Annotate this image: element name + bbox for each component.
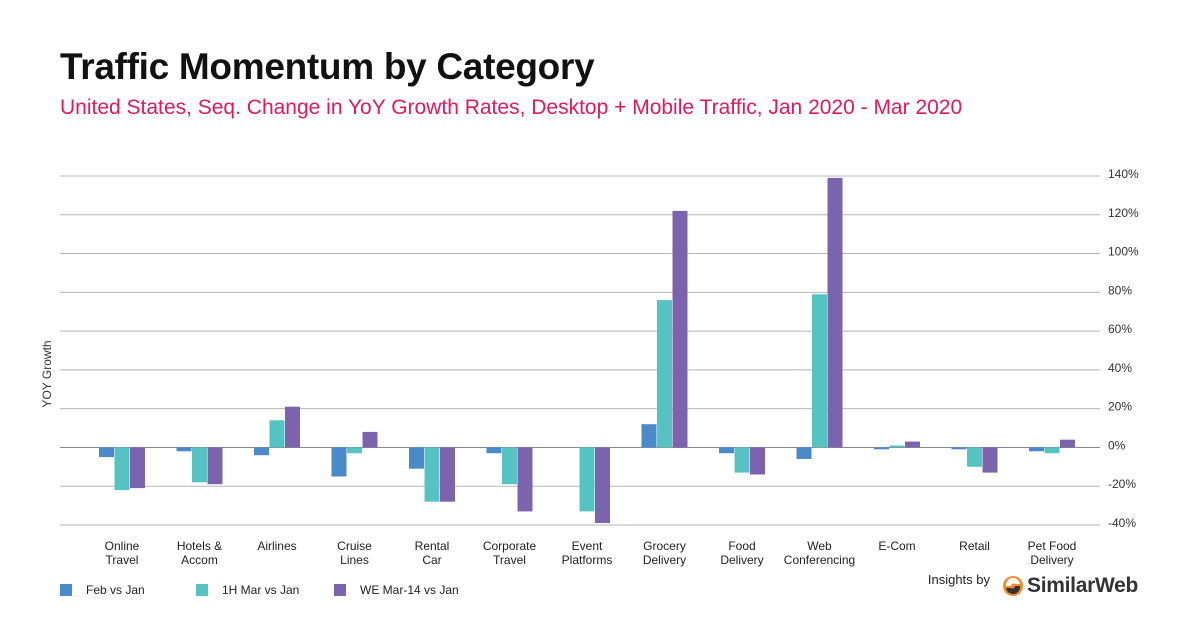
- x-category-label: Delivery: [720, 553, 763, 567]
- bar-4-series-2: [440, 447, 455, 502]
- y-tick-label: 20%: [1108, 400, 1132, 414]
- bar-2-series-0: [254, 447, 269, 456]
- x-category-label: Travel: [493, 553, 526, 567]
- bar-5-series-2: [517, 447, 533, 512]
- x-category-label: Pet Food: [1028, 539, 1077, 553]
- x-category-label: Rental: [415, 539, 450, 553]
- bar-0-series-2: [130, 447, 145, 489]
- bar-9-series-0: [796, 447, 812, 459]
- bar-8-series-0: [719, 447, 734, 454]
- bar-12-series-1: [1044, 447, 1060, 454]
- brand-attribution: Insights by SimilarWeb: [927, 571, 1138, 598]
- y-axis-ticks: 140% 120% 100% 80% 60% 40% 20% 0% -20% -40%: [1108, 167, 1139, 530]
- bar-3-series-2: [362, 431, 378, 448]
- brand-name: SimilarWeb: [1027, 574, 1138, 597]
- x-category-label: Conferencing: [784, 553, 855, 567]
- legend-label-we-mar: WE Mar-14 vs Jan: [360, 583, 459, 597]
- bar-4-series-1: [424, 447, 440, 502]
- x-category-label: Car: [422, 553, 441, 567]
- y-tick-label: -40%: [1108, 516, 1136, 530]
- x-category-label: Delivery: [1030, 553, 1073, 567]
- y-tick-label: 80%: [1108, 283, 1132, 297]
- bar-10-series-2: [905, 441, 920, 448]
- legend-label-feb: Feb vs Jan: [86, 583, 145, 597]
- brand-prefix: Insights by: [927, 571, 991, 587]
- bar-7-series-2: [672, 210, 688, 448]
- legend-item-1h-mar: 1H Mar vs Jan: [196, 583, 299, 597]
- y-axis-label: YOY Growth: [40, 340, 54, 407]
- x-category-label: Hotels &: [177, 539, 222, 553]
- bar-1-series-2: [207, 447, 223, 485]
- bar-4-series-0: [409, 447, 424, 469]
- x-category-label: Travel: [106, 553, 139, 567]
- y-tick-label: -20%: [1108, 477, 1136, 491]
- similarweb-logo: SimilarWeb: [1002, 574, 1138, 598]
- y-tick-label: 120%: [1108, 206, 1139, 220]
- bar-2-series-1: [269, 420, 285, 448]
- y-tick-label: 0%: [1108, 438, 1126, 452]
- legend-item-feb: Feb vs Jan: [60, 583, 145, 597]
- legend-swatch-1h-mar: [196, 584, 208, 596]
- bar-5-series-0: [486, 447, 502, 454]
- y-tick-label: 140%: [1108, 167, 1139, 181]
- bar-1-series-1: [192, 447, 207, 483]
- bar-1-series-0: [176, 447, 192, 452]
- bar-8-series-2: [750, 447, 765, 475]
- chart-subtitle: United States, Seq. Change in YoY Growth…: [60, 96, 963, 119]
- bar-6-series-1: [579, 447, 595, 512]
- x-category-label: Lines: [340, 553, 369, 567]
- bar-3-series-1: [347, 447, 362, 454]
- bar-11-series-1: [967, 447, 982, 467]
- bar-12-series-0: [1029, 447, 1044, 452]
- bar-11-series-2: [982, 447, 998, 473]
- x-category-label: E-Com: [878, 539, 915, 553]
- y-tick-label: 40%: [1108, 361, 1132, 375]
- bar-8-series-1: [734, 447, 750, 473]
- bar-6-series-2: [595, 447, 610, 523]
- bar-9-series-1: [812, 294, 827, 448]
- bar-7-series-1: [657, 300, 672, 448]
- x-category-label: Accom: [181, 553, 218, 567]
- x-category-label: Web: [807, 539, 832, 553]
- grid-lines: [60, 175, 1100, 526]
- bar-5-series-1: [502, 447, 517, 485]
- x-category-label: Online: [105, 539, 140, 553]
- x-category-label: Grocery: [643, 539, 686, 553]
- x-category-label: Event: [572, 539, 603, 553]
- x-category-label: Corporate: [483, 539, 537, 553]
- x-category-label: Retail: [959, 539, 990, 553]
- bar-11-series-0: [951, 447, 967, 450]
- x-category-label: Food: [728, 539, 755, 553]
- bar-10-series-0: [874, 447, 889, 450]
- similarweb-logo-icon: [1003, 576, 1024, 596]
- bar-7-series-0: [641, 424, 657, 448]
- legend-item-we-mar: WE Mar-14 vs Jan: [334, 583, 459, 597]
- x-category-label: Cruise: [337, 539, 372, 553]
- y-tick-label: 60%: [1108, 322, 1132, 336]
- x-category-label: Airlines: [257, 539, 296, 553]
- bar-10-series-1: [889, 445, 905, 448]
- bar-12-series-2: [1060, 439, 1075, 448]
- bar-3-series-0: [331, 447, 347, 477]
- x-category-label: Delivery: [643, 553, 686, 567]
- bar-9-series-2: [827, 177, 843, 448]
- legend-swatch-feb: [60, 584, 72, 596]
- bars: [99, 177, 1075, 523]
- bar-0-series-1: [114, 447, 130, 491]
- legend-label-1h-mar: 1H Mar vs Jan: [222, 583, 300, 597]
- chart-title: Traffic Momentum by Category: [60, 46, 595, 87]
- legend-swatch-we-mar: [334, 584, 346, 596]
- bar-0-series-0: [99, 447, 114, 458]
- bar-2-series-2: [285, 406, 300, 448]
- y-tick-label: 100%: [1108, 245, 1139, 259]
- x-category-label: Platforms: [562, 553, 613, 567]
